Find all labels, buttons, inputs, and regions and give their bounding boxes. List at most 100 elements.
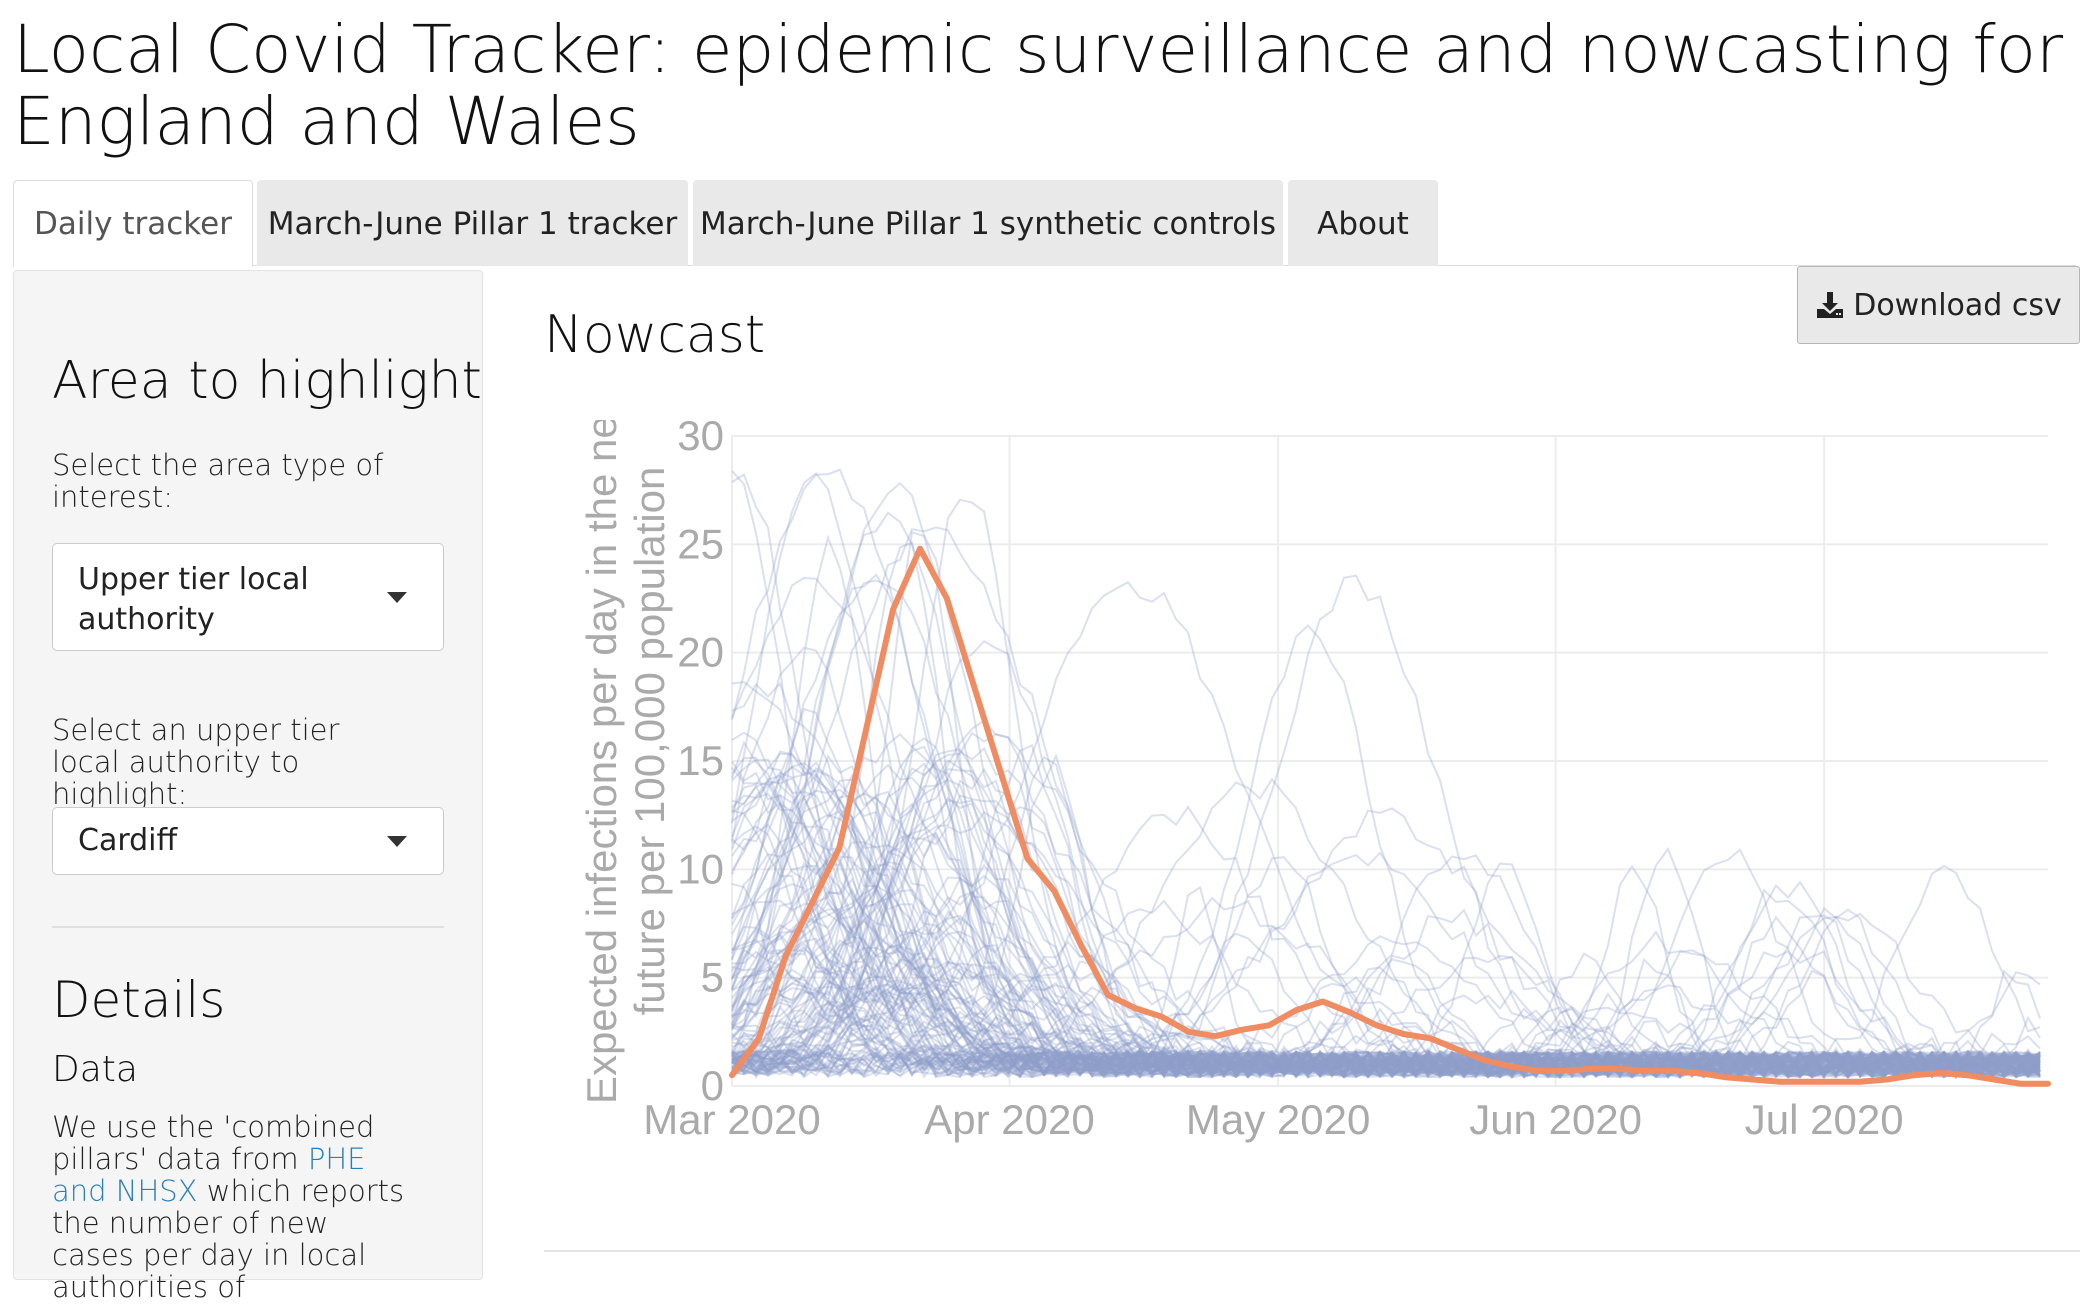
- background-series-line: [731, 750, 2041, 1078]
- background-series-line: [731, 932, 2041, 1080]
- background-series-line: [731, 942, 2041, 1079]
- background-series-line: [731, 985, 2041, 1079]
- background-series-line: [731, 914, 2041, 1079]
- background-series-line: [731, 981, 2041, 1079]
- background-series-line: [731, 888, 2041, 1078]
- background-series-line: [731, 925, 2041, 1079]
- background-series-line: [731, 805, 2041, 1079]
- area-value: Cardiff: [78, 823, 178, 858]
- background-series-line: [731, 900, 2041, 1077]
- tab-march-june-pillar-1-synthetic-controls[interactable]: March-June Pillar 1 synthetic controls: [693, 180, 1283, 266]
- background-series-line: [731, 948, 2041, 1079]
- y-axis-label: Expected infections per day in the nearf…: [578, 420, 673, 1104]
- background-series-line: [731, 719, 2041, 1079]
- data-heading: Data: [52, 1049, 138, 1090]
- background-series-line: [731, 767, 2041, 1079]
- background-series-line: [731, 795, 2041, 1079]
- area-to-highlight-heading: Area to highlight: [52, 351, 482, 411]
- background-series-line: [731, 967, 2041, 1079]
- background-series-line: [731, 754, 2041, 1079]
- background-series-line: [731, 945, 2041, 1079]
- area-type-value: Upper tier local authority: [78, 562, 309, 637]
- background-series-line: [731, 743, 2041, 1079]
- y-tick-labels: 0 5 10 15 20 25 30: [677, 420, 724, 1109]
- background-series-line: [731, 930, 2041, 1080]
- background-series-line: [731, 945, 2041, 1079]
- background-series-line: [731, 646, 2041, 1079]
- y-tick-label: 15: [677, 737, 724, 784]
- background-series-line: [731, 792, 2041, 1079]
- background-series-line: [731, 526, 2041, 1079]
- y-tick-label: 25: [677, 520, 724, 567]
- background-series-line: [731, 756, 2041, 1080]
- background-series-line: [731, 758, 2041, 1078]
- background-series-line: [731, 825, 2041, 1079]
- background-series-line: [731, 982, 2041, 1078]
- background-series-line: [731, 924, 2041, 1079]
- background-series-line: [731, 832, 2041, 1079]
- background-series-line: [731, 947, 2041, 1080]
- background-series-line: [731, 830, 2041, 1080]
- background-series-line: [731, 481, 2041, 1078]
- phe-nhsx-link[interactable]: PHE and NHSX: [52, 1142, 366, 1208]
- background-series-line: [731, 845, 2041, 1079]
- x-tick-label: Mar 2020: [643, 1096, 820, 1143]
- tab-daily-tracker[interactable]: Daily tracker: [13, 180, 253, 267]
- background-series-line: [731, 681, 2041, 1079]
- background-series-line: [731, 740, 2041, 1079]
- background-series-line: [731, 574, 2041, 1079]
- background-series-line: [731, 961, 2041, 1079]
- background-series-line: [731, 531, 2041, 1080]
- background-series-line: [731, 752, 2041, 1079]
- background-series-line: [731, 950, 2041, 1079]
- background-series-line: [731, 733, 2041, 1079]
- background-series-line: [731, 854, 2041, 1079]
- background-series-line: [731, 908, 2041, 1079]
- background-series-line: [731, 963, 2041, 1079]
- data-description: We use the 'combined pillars' data from …: [52, 1111, 412, 1303]
- background-series-line: [731, 790, 2041, 1079]
- area-select[interactable]: Cardiff: [52, 807, 444, 875]
- nowcast-title: Nowcast: [544, 305, 766, 365]
- background-series-line: [731, 761, 2041, 1079]
- background-series-line: [731, 958, 2041, 1079]
- download-csv-button[interactable]: Download csv: [1797, 266, 2080, 344]
- background-series-line: [731, 511, 2041, 1079]
- background-series-line: [731, 473, 2041, 1079]
- background-series-line: [731, 498, 2041, 1079]
- background-series-line: [731, 885, 2041, 1079]
- background-series-line: [731, 980, 2041, 1080]
- background-series-line: [731, 965, 2041, 1079]
- background-series-line: [731, 470, 2041, 1079]
- data-text-before: We use the 'combined pillars' data from: [52, 1110, 375, 1176]
- background-series-line: [731, 935, 2041, 1078]
- background-series-line: [731, 811, 2041, 1079]
- background-series-line: [731, 915, 2041, 1079]
- x-tick-label: Jul 2020: [1745, 1096, 1904, 1143]
- background-series-line: [731, 855, 2041, 1079]
- background-series-line: [731, 576, 2041, 1079]
- background-series-line: [731, 864, 2041, 1079]
- background-series-line: [731, 934, 2041, 1079]
- background-series-line: [731, 777, 2041, 1079]
- background-series-line: [731, 755, 2041, 1080]
- background-series-line: [731, 813, 2041, 1078]
- y-tick-label: 10: [677, 845, 724, 892]
- background-series-line: [731, 468, 2041, 1079]
- background-series-line: [731, 889, 2041, 1079]
- tab-about[interactable]: About: [1288, 180, 1438, 266]
- x-tick-labels: Mar 2020 Apr 2020 May 2020 Jun 2020 Jul 2020: [643, 1096, 1903, 1143]
- background-series-line: [731, 890, 2041, 1080]
- divider: [544, 1250, 2080, 1252]
- background-series-line: [731, 573, 2041, 1079]
- background-series-line: [731, 890, 2041, 1079]
- background-series-line: [731, 778, 2041, 1078]
- background-series-line: [731, 581, 2041, 1079]
- background-series-line: [731, 938, 2041, 1079]
- nowcast-chart[interactable]: 0 5 10 15 20 25 30 Mar 2020 Apr 2020 May 2020 Jun…: [540, 420, 2080, 1150]
- tab-march-june-pillar-1-tracker[interactable]: March-June Pillar 1 tracker: [257, 180, 688, 266]
- background-series-line: [731, 773, 2041, 1079]
- area-type-select[interactable]: Upper tier local authority: [52, 543, 444, 651]
- background-series-line: [731, 783, 2041, 1079]
- background-series-line: [731, 807, 2041, 1079]
